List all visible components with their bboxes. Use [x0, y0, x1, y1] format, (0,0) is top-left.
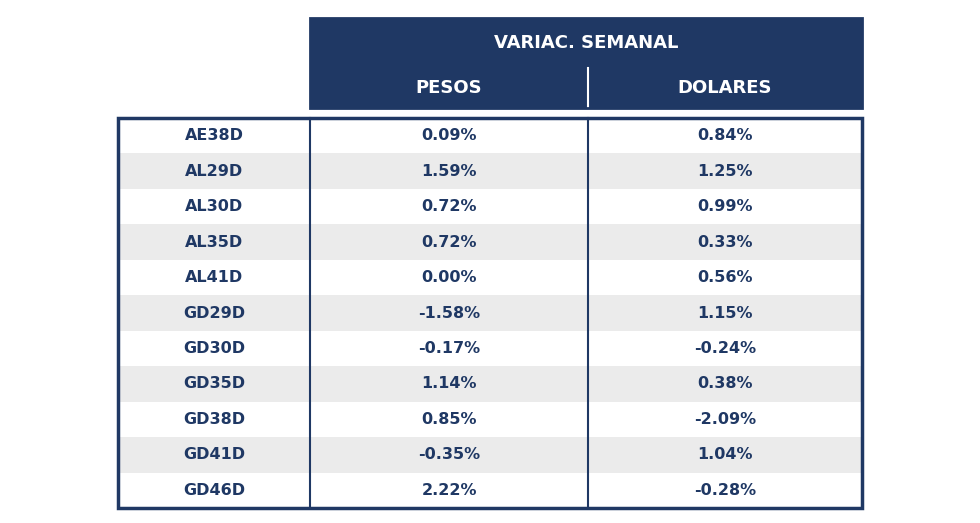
Bar: [118, 118, 862, 153]
Bar: [118, 260, 862, 295]
Text: 0.09%: 0.09%: [421, 128, 476, 143]
Text: -1.58%: -1.58%: [417, 305, 480, 321]
Text: PESOS: PESOS: [416, 79, 482, 97]
Text: 0.84%: 0.84%: [697, 128, 753, 143]
Text: 0.72%: 0.72%: [421, 199, 476, 214]
Bar: [118, 402, 862, 437]
Bar: [310, 18, 862, 68]
Text: 1.14%: 1.14%: [421, 377, 476, 391]
Bar: [118, 118, 862, 508]
Text: 0.00%: 0.00%: [421, 270, 476, 285]
Text: GD35D: GD35D: [183, 377, 245, 391]
Text: AL35D: AL35D: [185, 235, 243, 249]
Text: 2.22%: 2.22%: [421, 483, 476, 498]
Text: VARIAC. SEMANAL: VARIAC. SEMANAL: [494, 34, 678, 52]
Text: 0.33%: 0.33%: [697, 235, 753, 249]
Text: 1.04%: 1.04%: [697, 447, 753, 462]
Bar: [118, 189, 862, 224]
Bar: [118, 153, 862, 189]
Text: -0.17%: -0.17%: [417, 341, 480, 356]
Bar: [118, 331, 862, 366]
Text: GD41D: GD41D: [183, 447, 245, 462]
Bar: [118, 224, 862, 260]
Text: 1.25%: 1.25%: [697, 164, 753, 179]
Text: -0.35%: -0.35%: [417, 447, 480, 462]
Text: 0.56%: 0.56%: [697, 270, 753, 285]
Text: -0.28%: -0.28%: [694, 483, 756, 498]
Text: -2.09%: -2.09%: [694, 412, 756, 427]
Text: 1.15%: 1.15%: [697, 305, 753, 321]
Bar: [310, 18, 862, 108]
Text: GD38D: GD38D: [183, 412, 245, 427]
Bar: [310, 68, 862, 108]
Bar: [118, 473, 862, 508]
Text: AL41D: AL41D: [185, 270, 243, 285]
Text: 0.85%: 0.85%: [421, 412, 476, 427]
Text: DOLARES: DOLARES: [678, 79, 772, 97]
Text: GD29D: GD29D: [183, 305, 245, 321]
Text: AE38D: AE38D: [184, 128, 243, 143]
Text: GD30D: GD30D: [183, 341, 245, 356]
Text: 0.38%: 0.38%: [697, 377, 753, 391]
Text: -0.24%: -0.24%: [694, 341, 756, 356]
Text: 1.59%: 1.59%: [421, 164, 476, 179]
Text: 0.99%: 0.99%: [697, 199, 753, 214]
Text: 0.72%: 0.72%: [421, 235, 476, 249]
Bar: [118, 295, 862, 331]
Bar: [118, 437, 862, 473]
Text: GD46D: GD46D: [183, 483, 245, 498]
Text: AL29D: AL29D: [185, 164, 243, 179]
Bar: [118, 366, 862, 402]
Text: AL30D: AL30D: [185, 199, 243, 214]
